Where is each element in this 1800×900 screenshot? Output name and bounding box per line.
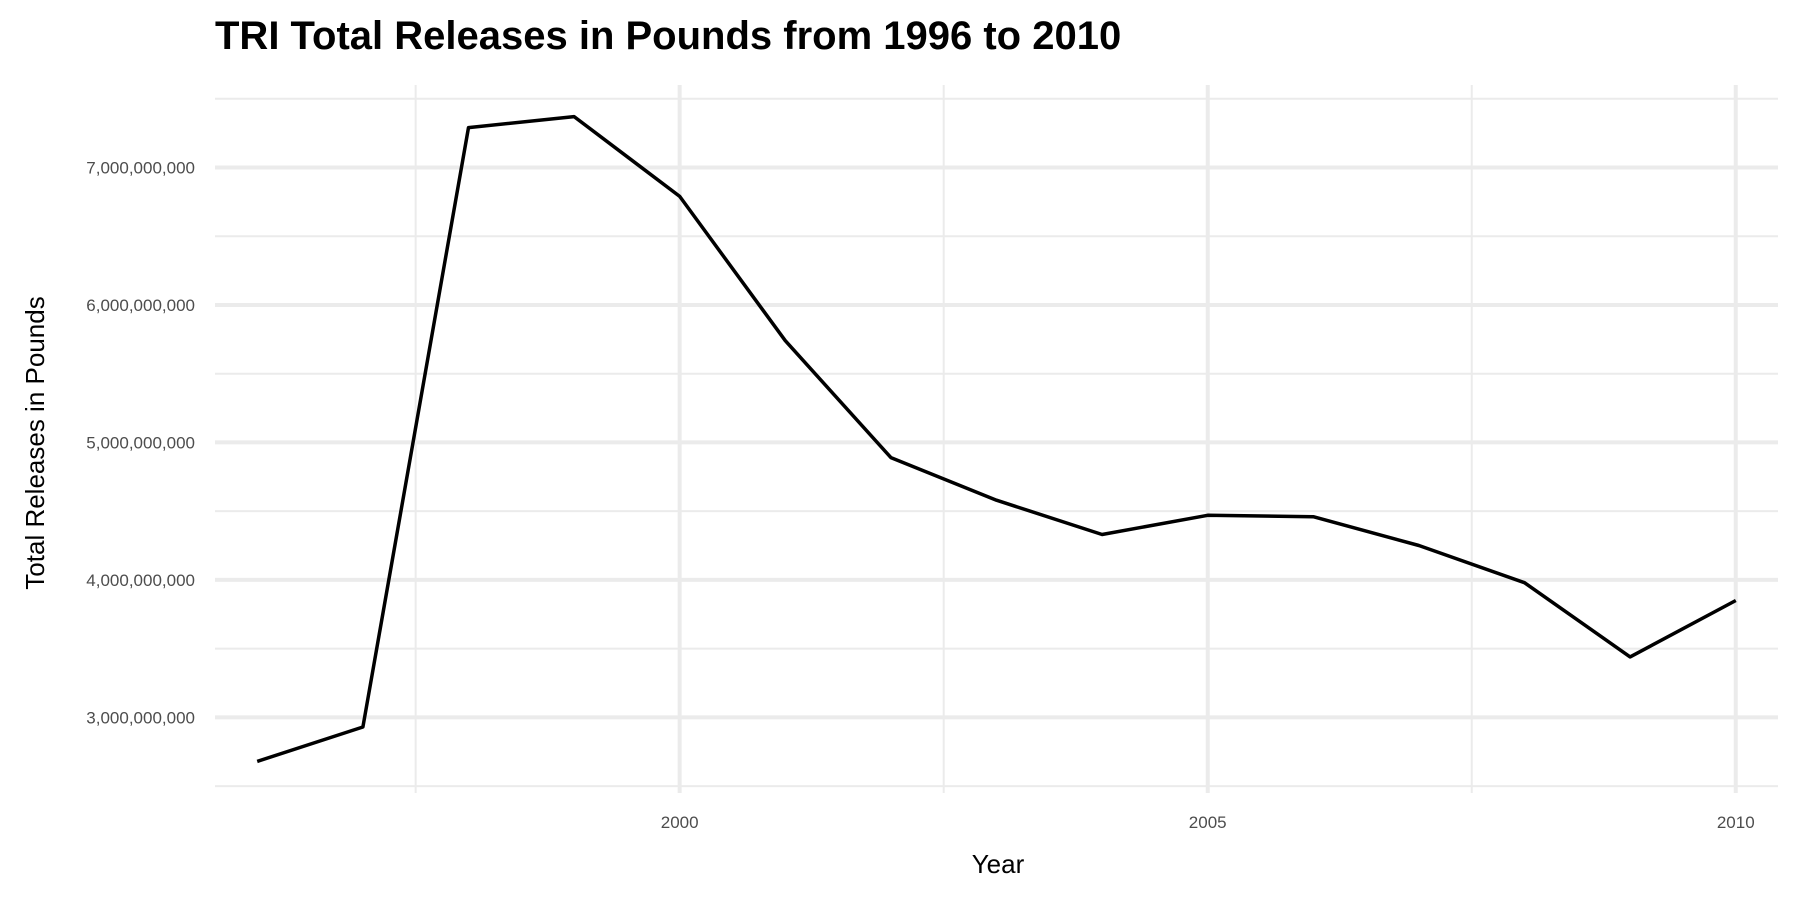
y-tick-label: 3,000,000,000 [86,708,195,727]
x-tick-label: 2005 [1189,813,1227,832]
x-axis-title: Year [972,849,1025,879]
series-line [256,114,1737,764]
chart-title: TRI Total Releases in Pounds from 1996 t… [215,14,1122,58]
x-axis-tick-labels: 2000 2005 2010 [661,813,1755,832]
y-axis-tick-labels: 3,000,000,000 4,000,000,000 5,000,000,000 6… [86,158,195,727]
y-tick-label: 6,000,000,000 [86,296,195,315]
minor-gridlines [215,85,1778,793]
major-gridlines [215,85,1778,793]
series-layer [256,114,1737,764]
y-axis-title: Total Releases in Pounds [20,296,50,589]
x-tick-label: 2010 [1717,813,1755,832]
y-tick-label: 7,000,000,000 [86,158,195,177]
y-tick-label: 5,000,000,000 [86,433,195,452]
x-tick-label: 2000 [661,813,699,832]
y-tick-label: 4,000,000,000 [86,571,195,590]
